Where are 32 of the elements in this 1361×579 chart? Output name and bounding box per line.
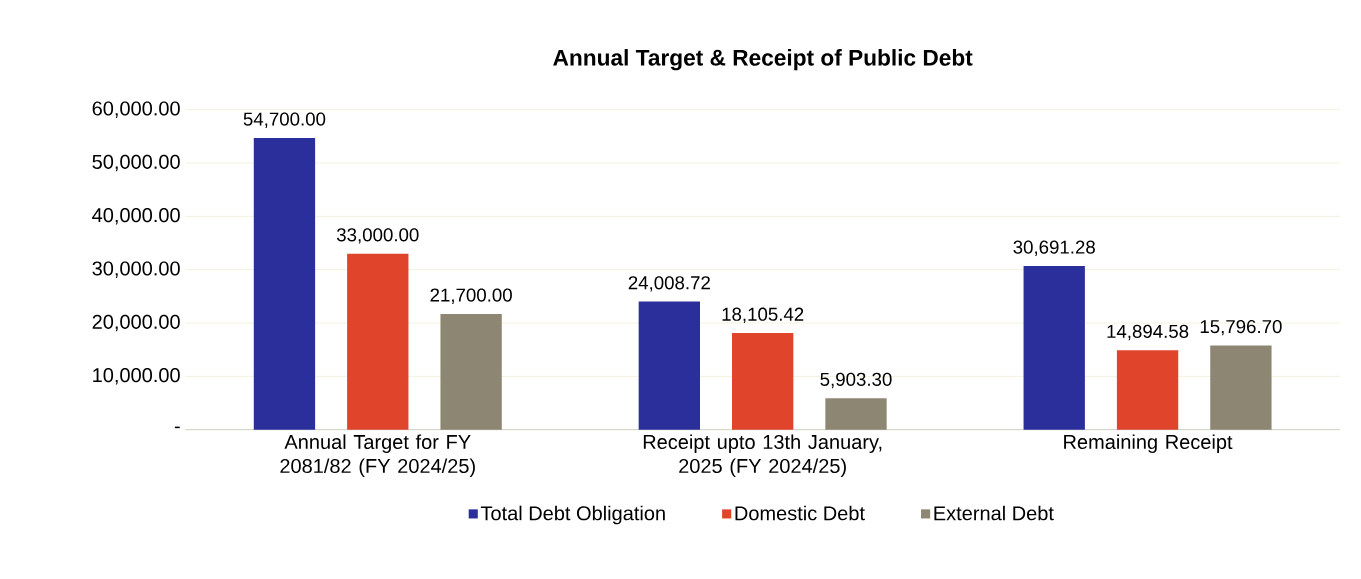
x-tick-label: Remaining Receipt	[1064, 434, 1233, 454]
data-label: 14,894.58	[1107, 324, 1189, 341]
x-tick-label: Receipt upto 13th January, 2025 (FY 2024/25)	[643, 434, 882, 478]
y-tick-label: -	[174, 426, 180, 429]
data-label: 5,903.30	[820, 372, 892, 389]
y-tick-label: 60,000.00	[92, 101, 180, 118]
data-label: 30,691.28	[1013, 240, 1095, 256]
y-tick-label: 10,000.00	[93, 368, 180, 385]
bar	[1210, 345, 1272, 430]
bar	[253, 137, 316, 430]
data-label: 21,700.00	[430, 288, 512, 304]
data-label: 24,008.72	[628, 276, 710, 292]
y-tick-label: 20,000.00	[92, 314, 180, 332]
bar	[732, 333, 794, 430]
data-label: 33,000.00	[336, 228, 419, 244]
chart-title: Annual Target & Receipt of Public Debt	[553, 49, 973, 71]
legend-label: External Debt	[934, 505, 1054, 521]
bar	[347, 253, 409, 430]
data-label: 54,700.00	[243, 112, 326, 128]
data-label: 18,105.42	[722, 307, 804, 324]
bar	[638, 301, 700, 430]
legend-label: Domestic Debt	[735, 505, 865, 521]
y-tick-label: 40,000.00	[92, 208, 180, 225]
y-tick-label: 50,000.00	[92, 154, 180, 172]
data-label: 15,796.70	[1200, 319, 1282, 336]
x-tick-label: Annual Target for FY 2081/82 (FY 2024/25)	[280, 434, 475, 478]
bar	[1023, 265, 1085, 430]
bar	[440, 313, 502, 430]
bar	[825, 398, 887, 430]
y-tick-label: 30,000.00	[92, 261, 180, 278]
legend-label: Total Debt Obligation	[480, 505, 665, 525]
bar	[1116, 350, 1179, 430]
